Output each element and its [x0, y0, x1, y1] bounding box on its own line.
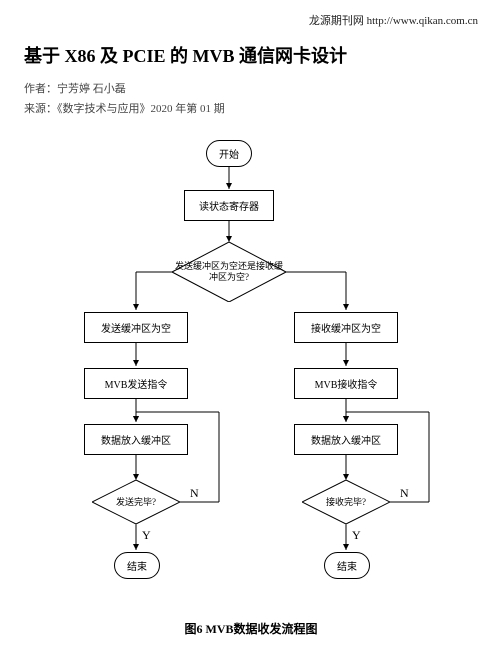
- node-start: 开始: [206, 140, 252, 167]
- node-send-done-text: 发送完毕?: [92, 480, 180, 524]
- node-recv-buf: 数据放入缓冲区: [294, 424, 398, 455]
- node-end-right: 结束: [324, 552, 370, 579]
- node-send-done: 发送完毕?: [92, 480, 180, 524]
- label-yes-left: Y: [142, 528, 151, 543]
- node-read-register: 读状态寄存器: [184, 190, 274, 221]
- node-recv-done-text: 接收完毕?: [302, 480, 390, 524]
- node-decision-main-text: 发送缓冲区为空还是接收缓冲区为空?: [172, 242, 286, 302]
- figure-caption: 图6 MVB数据收发流程图: [24, 620, 478, 637]
- node-send-empty: 发送缓冲区为空: [84, 312, 188, 343]
- label-no-right: N: [400, 486, 409, 501]
- paper-title: 基于 X86 及 PCIE 的 MVB 通信网卡设计: [24, 42, 478, 68]
- node-recv-empty: 接收缓冲区为空: [294, 312, 398, 343]
- node-decision-main: 发送缓冲区为空还是接收缓冲区为空?: [172, 242, 286, 302]
- label-yes-right: Y: [352, 528, 361, 543]
- document-page: 龙源期刊网 http://www.qikan.com.cn 基于 X86 及 P…: [0, 0, 502, 657]
- node-end-left: 结束: [114, 552, 160, 579]
- source-link: 龙源期刊网 http://www.qikan.com.cn: [24, 12, 478, 28]
- node-send-buf: 数据放入缓冲区: [84, 424, 188, 455]
- authors-line: 作者：宁芳婷 石小磊: [24, 80, 478, 96]
- flowchart-figure: 开始 读状态寄存器 发送缓冲区为空还是接收缓冲区为空? 发送缓冲区为空 接收缓冲…: [24, 134, 478, 614]
- node-send-cmd: MVB发送指令: [84, 368, 188, 399]
- label-no-left: N: [190, 486, 199, 501]
- source-line: 来源：《数字技术与应用》2020 年第 01 期: [24, 100, 478, 116]
- node-recv-done: 接收完毕?: [302, 480, 390, 524]
- node-recv-cmd: MVB接收指令: [294, 368, 398, 399]
